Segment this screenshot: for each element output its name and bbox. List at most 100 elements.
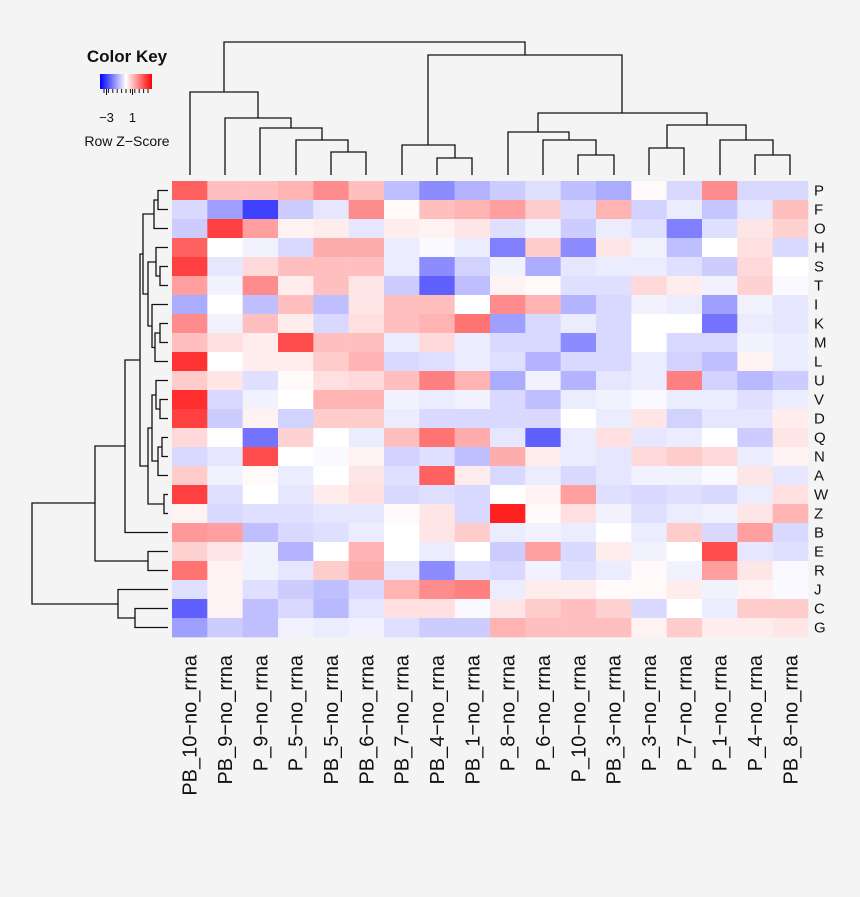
cell xyxy=(242,561,279,581)
cell xyxy=(242,238,279,258)
cell xyxy=(772,200,809,220)
cell xyxy=(348,333,385,353)
cell xyxy=(454,238,491,258)
row-label: F xyxy=(814,202,823,219)
cell xyxy=(525,371,561,391)
cell xyxy=(560,561,597,581)
cell xyxy=(631,200,667,220)
cell xyxy=(207,390,243,410)
cell xyxy=(666,200,703,220)
cell xyxy=(666,409,703,429)
cell xyxy=(454,276,491,296)
cell xyxy=(348,466,385,486)
cell xyxy=(419,542,455,562)
cell xyxy=(207,314,243,334)
cell xyxy=(737,561,773,581)
cell xyxy=(172,466,208,486)
cell xyxy=(525,200,561,220)
cell xyxy=(348,276,385,296)
column-label: PB_5−no_rrna xyxy=(321,654,343,784)
cell xyxy=(454,390,491,410)
cell xyxy=(172,523,208,543)
cell xyxy=(631,580,667,600)
cell xyxy=(702,200,738,220)
cell xyxy=(772,257,809,277)
cell xyxy=(348,390,385,410)
cell xyxy=(384,238,420,258)
cell xyxy=(384,523,420,543)
cell xyxy=(596,523,632,543)
cell xyxy=(596,542,632,562)
cell xyxy=(702,371,738,391)
cell xyxy=(313,238,349,258)
cell xyxy=(242,580,279,600)
cell xyxy=(666,542,703,562)
cell xyxy=(172,542,208,562)
cell xyxy=(278,352,314,372)
cell xyxy=(207,276,243,296)
cell xyxy=(313,428,349,448)
cell xyxy=(737,580,773,600)
cell xyxy=(313,485,349,505)
key-title: Color Key xyxy=(87,47,168,66)
cell xyxy=(419,409,455,429)
cell xyxy=(454,352,491,372)
column-label: PB_10−no_rrna xyxy=(180,654,202,796)
row-label: L xyxy=(814,354,822,371)
cell xyxy=(702,618,738,638)
cell xyxy=(596,561,632,581)
cell xyxy=(172,390,208,410)
cell xyxy=(207,295,243,315)
cell xyxy=(313,295,349,315)
cell xyxy=(313,409,349,429)
cell xyxy=(525,618,561,638)
cell xyxy=(242,504,279,524)
cell xyxy=(490,599,526,619)
cell xyxy=(737,542,773,562)
cell xyxy=(172,333,208,353)
cell xyxy=(490,257,526,277)
cell xyxy=(384,200,420,220)
cell xyxy=(666,352,703,372)
cell xyxy=(384,580,420,600)
cell xyxy=(242,295,279,315)
cell xyxy=(737,504,773,524)
cell xyxy=(172,238,208,258)
cell xyxy=(348,371,385,391)
cell xyxy=(419,447,455,467)
cell xyxy=(419,219,455,239)
cell xyxy=(313,371,349,391)
cell xyxy=(596,371,632,391)
cell xyxy=(419,428,455,448)
key-label: Row Z−Score xyxy=(84,133,169,149)
cell xyxy=(242,542,279,562)
cell xyxy=(313,257,349,277)
cell xyxy=(560,523,597,543)
cell xyxy=(596,580,632,600)
key-tick-label: 1 xyxy=(129,110,136,125)
cell xyxy=(596,466,632,486)
cell xyxy=(172,504,208,524)
cell xyxy=(242,618,279,638)
cell xyxy=(207,580,243,600)
cell xyxy=(596,181,632,201)
cell xyxy=(596,238,632,258)
cell xyxy=(384,314,420,334)
cell xyxy=(772,561,809,581)
cell xyxy=(525,447,561,467)
cell xyxy=(348,504,385,524)
cell xyxy=(737,409,773,429)
cell xyxy=(631,333,667,353)
row-label: M xyxy=(814,335,827,352)
cell xyxy=(278,257,314,277)
cell xyxy=(172,200,208,220)
cell xyxy=(702,390,738,410)
cell xyxy=(596,314,632,334)
cell xyxy=(207,371,243,391)
cell xyxy=(348,428,385,448)
cell xyxy=(313,599,349,619)
cell xyxy=(313,447,349,467)
cell xyxy=(172,580,208,600)
cell xyxy=(666,276,703,296)
cell xyxy=(454,257,491,277)
